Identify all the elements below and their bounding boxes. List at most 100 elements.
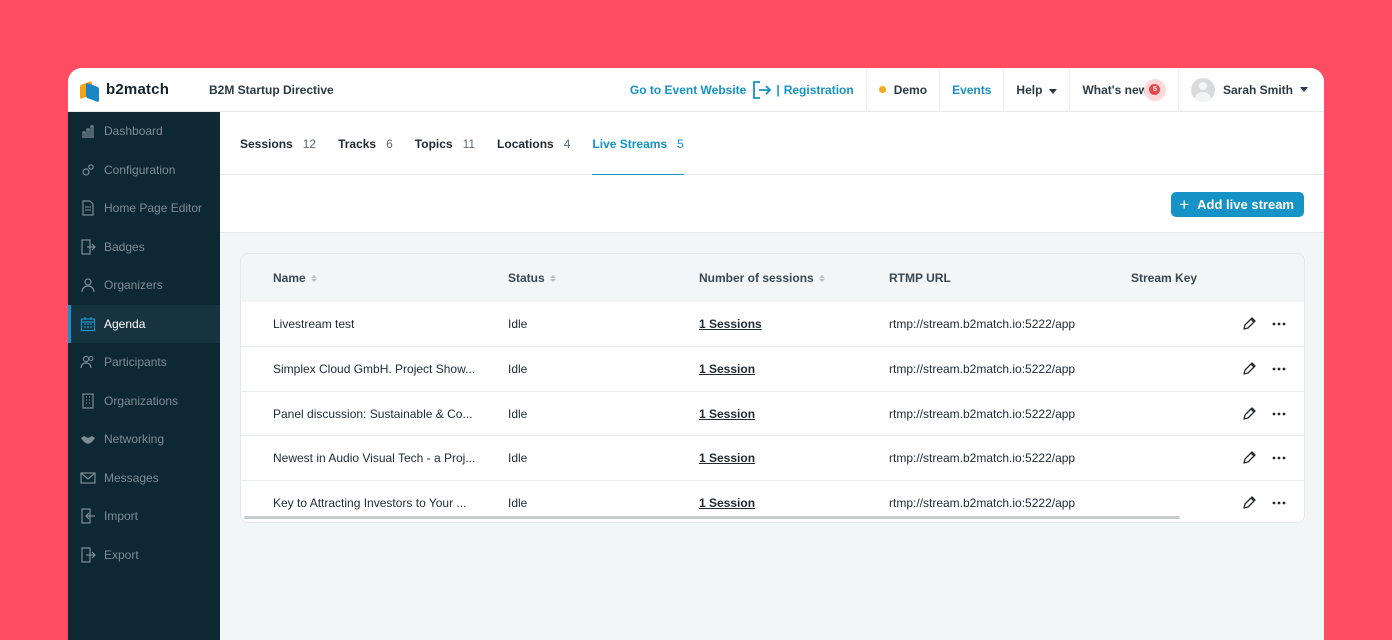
edit-pencil-icon[interactable] [1239,314,1259,334]
logo-text: b2match [106,81,170,98]
rtmp-url: rtmp://stream.b2match.io:5222/app [889,362,1076,377]
stream-name: Simplex Cloud GmbH. Project Show... [273,362,476,377]
more-options-icon[interactable] [1269,314,1289,334]
logo[interactable]: b2match [80,79,209,102]
building-icon [80,393,96,409]
whats-new-button[interactable]: What's new 5 [1082,78,1166,101]
sessions-link[interactable]: 1 Sessions [699,317,762,331]
tab-sessions[interactable]: Sessions 12 [240,112,316,175]
stream-status: Idle [508,495,528,510]
divider [1003,68,1005,112]
sidebar-item-badges[interactable]: Badges [68,228,220,267]
chevron-down-icon [1300,87,1308,92]
column-header-status[interactable]: Status [508,271,556,285]
sort-icon [818,274,825,282]
sidebar-item-networking[interactable]: Networking [68,420,220,459]
more-options-icon[interactable] [1269,359,1289,379]
column-label: Name [273,271,306,285]
table-row: Livestream test Idle 1 Sessions rtmp://stre… [241,302,1304,346]
registration-link[interactable]: Registration [783,82,854,97]
sidebar: Dashboard Configuration Home Page Editor Ba… [68,112,220,640]
column-label: Status [508,271,545,285]
divider [939,68,941,112]
more-options-icon[interactable] [1269,493,1289,513]
horizontal-scrollbar[interactable] [244,516,1180,519]
avatar [1190,77,1215,102]
tab-live-streams[interactable]: Live Streams 5 [592,112,685,176]
chart-icon [80,123,96,139]
agenda-tabs: Sessions 12 Tracks 6 Topics 11 Locations 4 Live … [220,112,1324,176]
notification-badge-halo: 5 [1143,78,1166,101]
participants-icon [80,354,96,370]
demo-status-dot [878,86,886,93]
tab-locations[interactable]: Locations 4 [497,112,570,175]
sidebar-item-home-page-editor[interactable]: Home Page Editor [68,189,220,228]
edit-pencil-icon[interactable] [1239,404,1259,424]
stream-status: Idle [508,451,528,466]
sidebar-item-label: Organizers [104,278,163,293]
gears-icon [80,162,96,178]
sessions-link[interactable]: 1 Session [699,406,756,421]
notification-count-badge: 5 [1149,84,1161,95]
tab-label: Topics [414,136,453,151]
table-row: Simplex Cloud GmbH. Project Show... Idle 1… [241,346,1304,390]
edit-pencil-icon[interactable] [1239,448,1259,468]
stream-name: Livestream test [273,317,355,331]
table-row: Key to Attracting Investors to Your ... I… [241,479,1304,522]
badge-icon [80,239,96,255]
tab-tracks[interactable]: Tracks 6 [338,112,393,175]
stream-status: Idle [508,406,528,421]
sidebar-item-label: Agenda [104,316,146,331]
sidebar-item-label: Home Page Editor [104,201,203,216]
event-name[interactable]: B2M Startup Directive [209,82,334,97]
sidebar-item-agenda[interactable]: Agenda [68,304,220,343]
column-label: Number of sessions [699,271,814,285]
sidebar-item-label: Messages [104,470,159,485]
sidebar-item-label: Participants [104,355,167,370]
column-header-sessions[interactable]: Number of sessions [699,271,825,285]
tab-topics[interactable]: Topics 11 [415,112,475,175]
plus-icon: + [1179,195,1190,214]
event-website-link[interactable]: Go to Event Website [629,82,747,97]
stream-name: Key to Attracting Investors to Your ... [273,495,467,510]
exit-icon[interactable] [752,80,772,99]
divider [1177,68,1179,112]
help-menu[interactable]: Help [1016,83,1058,97]
sidebar-item-label: Badges [104,239,145,254]
sidebar-item-participants[interactable]: Participants [68,343,220,382]
sidebar-item-organizers[interactable]: Organizers [68,266,220,305]
sidebar-item-messages[interactable]: Messages [68,459,220,498]
sort-icon [549,274,556,282]
sidebar-item-dashboard[interactable]: Dashboard [68,112,220,151]
edit-pencil-icon[interactable] [1239,493,1259,513]
sort-icon [310,274,317,282]
sidebar-item-label: Networking [104,432,165,447]
user-name: Sarah Smith [1222,82,1293,97]
rtmp-url: rtmp://stream.b2match.io:5222/app [889,451,1076,466]
sessions-link[interactable]: 1 Session [699,451,756,466]
stream-name: Panel discussion: Sustainable & Co... [273,406,473,421]
sidebar-item-label: Export [104,547,139,562]
more-options-icon[interactable] [1269,404,1289,424]
stream-name: Newest in Audio Visual Tech - a Proj... [273,451,476,466]
add-live-stream-button[interactable]: + Add live stream [1171,192,1304,217]
edit-pencil-icon[interactable] [1239,359,1259,379]
events-link[interactable]: Events [952,82,992,97]
demo-label[interactable]: Demo [893,82,928,97]
whats-new-label: What's new [1082,82,1148,97]
sessions-link[interactable]: 1 Session [699,362,756,377]
sidebar-item-import[interactable]: Import [68,497,220,536]
more-options-icon[interactable] [1269,448,1289,468]
user-menu[interactable]: Sarah Smith [1190,77,1308,102]
sidebar-item-export[interactable]: Export [68,536,220,575]
sidebar-item-organizations[interactable]: Organizations [68,382,220,421]
chevron-down-icon [1049,88,1058,94]
sidebar-item-configuration[interactable]: Configuration [68,151,220,190]
sessions-link[interactable]: 1 Session [699,495,756,510]
table-row: Newest in Audio Visual Tech - a Proj... I… [241,435,1304,479]
registration-separator: | [776,82,780,97]
envelope-icon [80,470,96,486]
sidebar-item-label: Configuration [104,162,176,177]
column-header-rtmp-url: RTMP URL [889,271,951,285]
column-header-name[interactable]: Name [273,271,317,285]
